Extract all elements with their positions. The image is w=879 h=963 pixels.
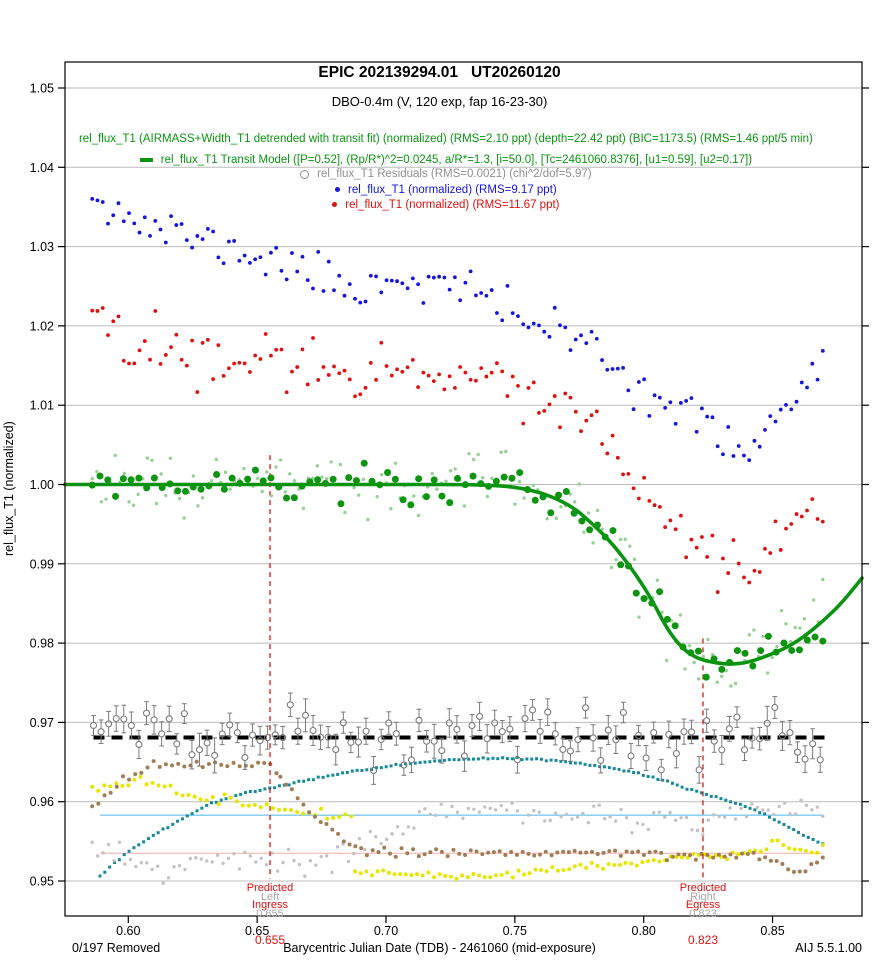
y-axis-label: rel_flux_T1 (normalized) (2, 421, 16, 557)
ingress-word-left: Left (260, 890, 280, 903)
legend-label: rel_flux_T1 (AIRMASS+Width_T1 detrended … (78, 133, 813, 145)
y-tick-label: 1.00 (30, 478, 54, 492)
plot-subtitle: DBO-0.4m (V, 120 exp, fap 16-23-30) (331, 94, 548, 109)
y-tick-label: 1.01 (30, 399, 54, 413)
legend-label: rel_flux_T1 (normalized) (RMS=11.67 ppt) (345, 198, 560, 211)
y-tick-label: 0.98 (30, 637, 54, 651)
x-axis-label: Barycentric Julian Date (TDB) - 2461060 … (283, 941, 596, 955)
series-flux-raw-blue (90, 196, 825, 463)
y-tick-label: 0.99 (30, 557, 54, 571)
axis-ticks (58, 87, 869, 923)
legend-row-raw-blue: rel_flux_T1 (normalized) (RMS=9.17 ppt) (0, 171, 879, 208)
legend-row-raw-red: rel_flux_T1 (normalized) (RMS=11.67 ppt) (0, 186, 879, 223)
removed-count: 0/197 Removed (72, 941, 161, 955)
egress-word-egress: Egress (685, 899, 721, 912)
x-tick-label: 0.70 (374, 924, 398, 938)
y-tick-label: 1.03 (30, 240, 54, 254)
plot-frame (64, 61, 863, 917)
legend-label: rel_flux_T1 Residuals (RMS=0.0021) (chi^… (317, 168, 592, 180)
egress-annotation: Predicted Right Egress 0.823 (633, 882, 773, 920)
legend-row-residuals: rel_flux_T1 Residuals (RMS=0.0021) (chi^… (0, 156, 879, 194)
version-label: AIJ 5.5.1.00 (795, 941, 862, 955)
legend-row-detrended: rel_flux_T1 (AIRMASS+Width_T1 detrended … (0, 121, 879, 157)
series-airmass-curve (98, 755, 825, 878)
plot-title: EPIC 202139294.01 UT20260120 (318, 64, 561, 81)
ingress-value-gray: 0.655 (256, 907, 284, 920)
legend-row-transit-model: rel_flux_T1 Transit Model ([P=0.52], (Rp… (0, 141, 879, 178)
series-transit-model (63, 482, 864, 666)
y-tick-label: 1.05 (30, 82, 54, 96)
series-detrend-brown-b (278, 774, 825, 874)
egress-value-red: 0.823 (687, 933, 719, 947)
egress-value-gray: 0.823 (689, 907, 717, 920)
y-tick-label: 1.02 (30, 319, 54, 333)
legend-label: rel_flux_T1 (normalized) (RMS=9.17 ppt) (348, 183, 557, 196)
blue-dot-icon (335, 187, 341, 192)
egress-word-predicted: Predicted (679, 882, 727, 894)
series-detrend-yellow-b (353, 838, 825, 881)
ingress-word-predicted: Predicted (246, 882, 294, 894)
series-flux-detrended-binned (88, 459, 827, 681)
x-tick-label: 0.60 (116, 924, 140, 938)
series-detrend-yellow-a (90, 774, 354, 821)
series-detrend-brown-a (90, 759, 279, 809)
transit-model-dash-icon (139, 158, 153, 162)
series-residuals (89, 692, 824, 785)
ingress-word-ingress: Ingress (251, 899, 289, 912)
y-tick-label: 0.96 (30, 795, 54, 809)
x-tick-label: 0.75 (503, 924, 527, 938)
series-flux-raw-red (90, 306, 825, 594)
series-width-gray (90, 798, 825, 886)
x-tick-label: 0.80 (632, 924, 656, 938)
y-tick-label: 0.97 (30, 716, 54, 730)
y-tick-labels: 1.05 1.04 1.03 1.02 1.01 1.00 0.99 0.98 0.97 0.96… (30, 82, 54, 889)
red-dot-icon (332, 202, 338, 207)
series-flux-detrended-unbinned (90, 449, 825, 688)
y-tick-label: 0.95 (30, 875, 54, 889)
residuals-circle-icon (300, 169, 310, 179)
x-tick-labels: 0.60 0.65 0.70 0.75 0.80 0.85 (116, 924, 785, 938)
reference-lines (99, 814, 823, 854)
legend-label: rel_flux_T1 Transit Model ([P=0.52], (Rp… (160, 154, 753, 166)
ingress-value-red: 0.655 (254, 933, 286, 947)
x-tick-label: 0.65 (245, 924, 269, 938)
y-tick-label: 1.04 (30, 161, 54, 175)
ingress-annotation: Predicted Left Ingress 0.655 (200, 882, 340, 920)
egress-word-right: Right (690, 890, 716, 903)
x-tick-label: 0.85 (760, 924, 784, 938)
